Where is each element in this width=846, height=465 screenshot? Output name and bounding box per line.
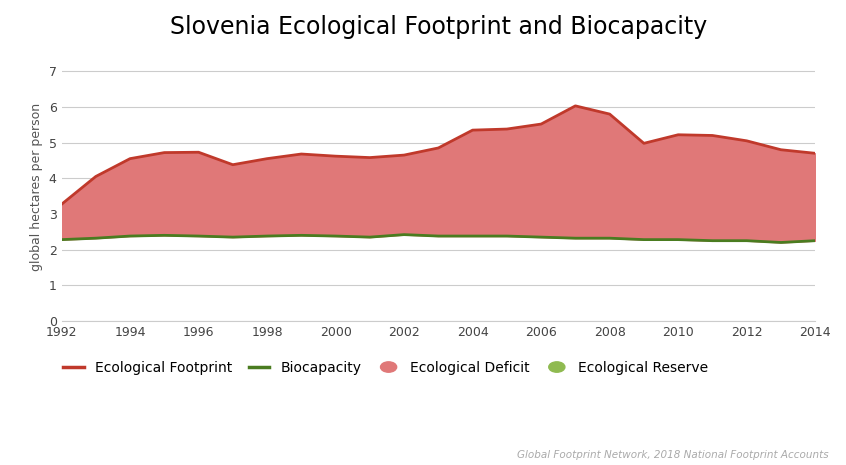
Legend: Ecological Footprint, Biocapacity, Ecological Deficit, Ecological Reserve: Ecological Footprint, Biocapacity, Ecolo… [58, 356, 714, 381]
Title: Slovenia Ecological Footprint and Biocapacity: Slovenia Ecological Footprint and Biocap… [170, 15, 707, 39]
Y-axis label: global hectares per person: global hectares per person [30, 103, 43, 271]
Text: Global Footprint Network, 2018 National Footprint Accounts: Global Footprint Network, 2018 National … [518, 450, 829, 460]
